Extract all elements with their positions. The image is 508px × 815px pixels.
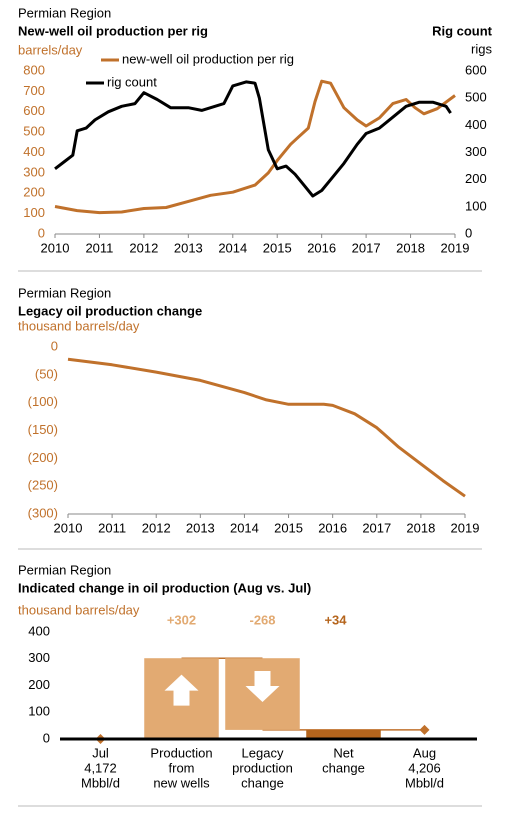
x-tick-label: Mbbl/d <box>81 775 120 790</box>
x-tick-label: 2012 <box>129 240 158 255</box>
y-tick-label: 200 <box>23 185 45 200</box>
x-tick-label: Production <box>150 745 212 760</box>
chart-subtitle: Permian Region <box>18 285 111 300</box>
legend-label: rig count <box>107 74 157 89</box>
x-tick-label: change <box>241 775 284 790</box>
x-tick-label: 2013 <box>174 240 203 255</box>
y-tick-label: 200 <box>28 677 50 692</box>
y-axis-label: thousand barrels/day <box>18 318 140 333</box>
x-tick-label: 4,206 <box>408 760 441 775</box>
x-tick-label: 2013 <box>186 520 215 535</box>
bar <box>306 729 381 739</box>
y-axis-label: thousand barrels/day <box>18 602 140 617</box>
x-tick-label: new wells <box>153 775 210 790</box>
y-tick-label: 0 <box>43 730 50 745</box>
x-tick-label: Mbbl/d <box>405 775 444 790</box>
x-tick-label: 2015 <box>263 240 292 255</box>
y2-tick-label: 100 <box>465 198 487 213</box>
x-tick-label: 2015 <box>274 520 303 535</box>
x-tick-label: 2010 <box>54 520 83 535</box>
x-tick-label: 2019 <box>451 520 480 535</box>
x-tick-label: 2011 <box>98 520 126 535</box>
x-tick-label: Aug <box>413 745 436 760</box>
x-tick-label: Legacy <box>242 745 284 760</box>
x-tick-label: 2012 <box>142 520 171 535</box>
x-tick-label: 2016 <box>318 520 347 535</box>
y2-tick-label: 0 <box>465 225 472 240</box>
chart-title: Legacy oil production change <box>18 303 202 318</box>
x-tick-label: Jul <box>92 745 109 760</box>
y-tick-label: 300 <box>23 164 45 179</box>
series-line <box>54 79 456 215</box>
y2-axis-label: rigs <box>471 41 492 56</box>
y2-tick-label: 400 <box>465 117 487 132</box>
level-marker <box>419 724 430 735</box>
chart-title: Indicated change in oil production (Aug … <box>18 580 311 595</box>
x-tick-label: 2017 <box>362 520 391 535</box>
y2-axis-title: Rig count <box>432 23 493 38</box>
y-tick-label: 700 <box>23 83 45 98</box>
x-tick-label: Net <box>333 745 354 760</box>
value-label: -268 <box>249 612 275 627</box>
y-tick-label: 100 <box>23 205 45 220</box>
y-tick-label: 0 <box>38 225 45 240</box>
arrow-icon <box>164 674 199 706</box>
y-tick-label: 600 <box>23 103 45 118</box>
chart-subtitle: Permian Region <box>18 5 111 20</box>
legend-label: new-well oil production per rig <box>122 51 294 66</box>
x-tick-label: 2018 <box>406 520 435 535</box>
x-tick-label: change <box>322 760 365 775</box>
chart-subtitle: Permian Region <box>18 562 111 577</box>
y-tick-label: 500 <box>23 124 45 139</box>
x-tick-label: 2018 <box>396 240 425 255</box>
x-tick-label: 2019 <box>441 240 470 255</box>
x-tick-label: production <box>232 760 293 775</box>
value-label: +34 <box>324 612 347 627</box>
x-tick-label: 2017 <box>352 240 381 255</box>
x-tick-label: 2011 <box>85 240 113 255</box>
y2-tick-label: 200 <box>465 171 487 186</box>
series-line <box>67 357 466 498</box>
y-tick-label: (200) <box>28 450 58 465</box>
x-tick-label: 2010 <box>41 240 70 255</box>
y-tick-label: 300 <box>28 650 50 665</box>
y-tick-label: (50) <box>35 366 58 381</box>
y-tick-label: (100) <box>28 394 58 409</box>
y-tick-label: 0 <box>51 338 58 353</box>
x-tick-label: 2014 <box>218 240 247 255</box>
y2-tick-label: 300 <box>465 144 487 159</box>
arrow-icon <box>245 671 280 703</box>
value-label: +302 <box>167 612 196 627</box>
x-tick-label: 4,172 <box>84 760 117 775</box>
series-line <box>54 80 452 198</box>
y-tick-label: 800 <box>23 62 45 77</box>
x-tick-label: 2014 <box>230 520 259 535</box>
y-tick-label: (150) <box>28 422 58 437</box>
y2-tick-label: 600 <box>465 62 487 77</box>
y-tick-label: 100 <box>28 704 50 719</box>
y-tick-label: (300) <box>28 505 58 520</box>
y-tick-label: 400 <box>28 623 50 638</box>
x-tick-label: 2016 <box>307 240 336 255</box>
y-tick-label: 400 <box>23 144 45 159</box>
x-tick-label: from <box>169 760 195 775</box>
y-axis-label: barrels/day <box>18 42 83 57</box>
y2-tick-label: 500 <box>465 90 487 105</box>
chart-title: New-well oil production per rig <box>18 23 208 38</box>
y-tick-label: (250) <box>28 478 58 493</box>
